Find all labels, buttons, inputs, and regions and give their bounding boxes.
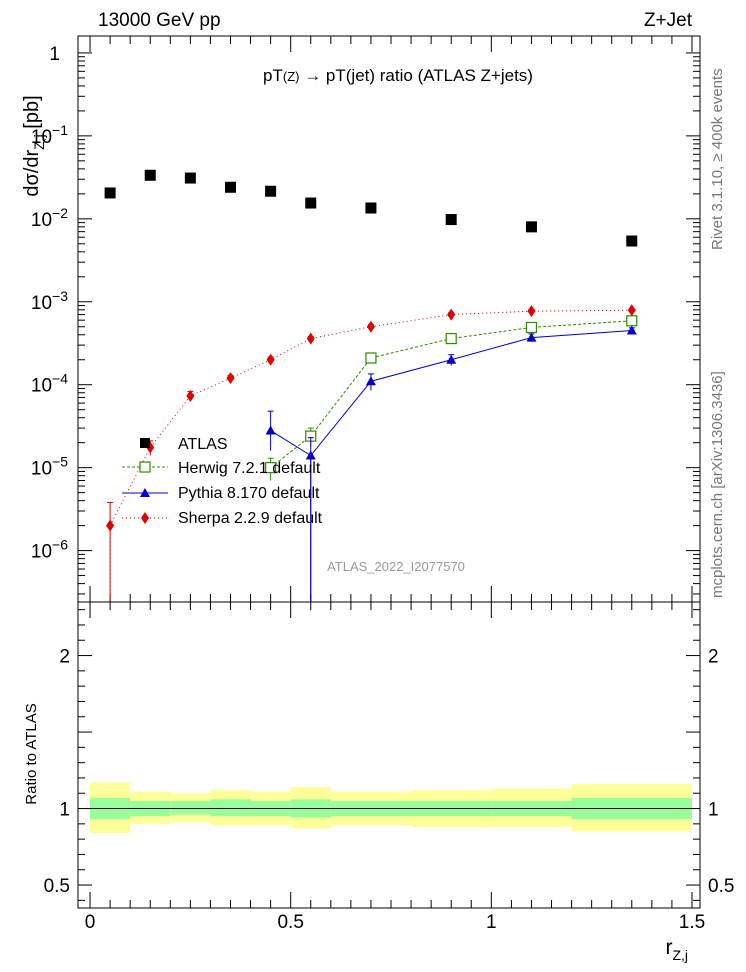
x-axis-label: rZ,j	[665, 936, 688, 963]
data-point	[265, 462, 277, 474]
main-y-tick-label: 10−2	[31, 205, 68, 231]
legend-label-pythia: Pythia 8.170 default	[178, 485, 320, 502]
series-sherpa	[106, 304, 636, 602]
rivet-label: Rivet 3.1.10, ≥ 400k events	[709, 68, 726, 250]
title-part-b: (Z)	[283, 69, 300, 84]
ylabel-main: dσ/dr	[21, 150, 43, 197]
atlas-data-point	[104, 187, 116, 199]
atlas-data-point	[184, 172, 196, 184]
atlas-data-point	[525, 221, 537, 233]
data-point	[447, 308, 456, 321]
data-point	[525, 321, 538, 334]
series-layer	[104, 169, 638, 602]
data-point	[527, 305, 536, 318]
data-point	[365, 376, 376, 386]
main-x-ticks	[89, 36, 693, 602]
x-tick-label: 0	[85, 912, 96, 933]
atlas-data-point	[445, 214, 457, 226]
data-point	[626, 315, 638, 327]
main-plot-frame	[77, 35, 701, 603]
series-herwig	[265, 315, 638, 481]
main-panel: 10−6 10−5 10−4 10−3 10−2 10−1 1 pT(Z) → pT(jet…	[21, 35, 701, 603]
ratio-plot-frame	[77, 601, 701, 909]
xlabel-main: r	[665, 936, 672, 959]
data-point	[366, 320, 375, 333]
main-y-tick-label: 10−6	[31, 537, 68, 563]
data-point	[265, 425, 276, 435]
data-point	[266, 353, 275, 366]
data-point	[305, 450, 316, 460]
series-line	[270, 330, 632, 457]
ylabel-unit: [pb]	[21, 95, 43, 134]
x-tick-label: 0.5	[277, 912, 303, 933]
ratio-inner-band	[210, 799, 251, 817]
analysis-watermark: ATLAS_2022_I2077570	[327, 559, 465, 574]
data-point	[365, 352, 377, 364]
ratio-y-axis-label: Ratio to ATLAS	[23, 703, 40, 804]
x-tick-label: 1.5	[679, 912, 705, 933]
energy-label: 13000 GeV pp	[98, 10, 221, 31]
ratio-y-tick-label-right: 2	[708, 647, 719, 668]
ratio-panel: 0 0.5 1 1.50.5 0.51 12 2 Ratio to ATLAS rZ,j	[23, 601, 734, 963]
legend-marker-atlas	[140, 438, 150, 448]
atlas-data-point	[265, 185, 277, 197]
main-y-ticks: 10−6 10−5 10−4 10−3 10−2 10−1 1	[31, 44, 700, 595]
data-point	[226, 372, 235, 385]
legend-label-atlas: ATLAS	[178, 436, 228, 453]
data-point	[526, 332, 537, 342]
legend-label-herwig: Herwig 7.2.1 default	[178, 460, 321, 477]
legend: ATLAS Herwig 7.2.1 default Pythia 8.170 …	[122, 436, 323, 527]
data-point	[306, 332, 315, 345]
ratio-ticks: 0 0.5 1 1.50.5 0.51 12 2	[44, 602, 734, 933]
atlas-data-point	[144, 169, 156, 181]
data-point	[626, 325, 637, 335]
atlas-data-point	[305, 197, 317, 209]
xlabel-sub: Z,j	[672, 947, 688, 963]
ratio-y-tick-label: 1	[59, 800, 70, 821]
main-y-tick-label: 10−4	[31, 371, 68, 397]
legend-marker-sherpa	[141, 512, 149, 524]
series-line	[270, 320, 632, 469]
ratio-inner-band	[170, 800, 211, 815]
legend-label-sherpa: Sherpa 2.2.9 default	[178, 510, 323, 527]
title-part-c: → pT(jet) ratio (ATLAS Z+jets)	[299, 66, 532, 85]
main-y-axis-label: dσ/drZ,j [pb]	[21, 95, 47, 196]
series-pythia	[265, 325, 637, 602]
title-part-a: pT	[263, 66, 283, 85]
ratio-y-tick-label-right: 1	[708, 800, 719, 821]
data-point	[446, 354, 457, 364]
ratio-y-tick-label-right: 0.5	[708, 876, 734, 897]
main-y-tick-label: 10−1	[31, 122, 68, 148]
mcplots-label: mcplots.cern.ch [arXiv:1306.3436]	[709, 371, 726, 598]
data-point	[627, 304, 636, 317]
data-point	[186, 390, 195, 403]
ylabel-sub: Z,j	[31, 134, 47, 150]
main-plot-title: pT(Z) → pT(jet) ratio (ATLAS Z+jets)	[263, 66, 533, 85]
process-label: Z+Jet	[644, 10, 693, 31]
legend-marker-pythia	[140, 488, 150, 497]
ratio-bands	[90, 782, 692, 834]
atlas-data-point	[224, 181, 236, 193]
main-y-tick-label: 1	[49, 44, 60, 65]
series-line	[109, 309, 632, 526]
ratio-y-tick-label: 2	[59, 647, 70, 668]
ratio-y-tick-label: 0.5	[44, 876, 70, 897]
x-tick-label: 1	[486, 912, 497, 933]
atlas-data-point	[626, 235, 638, 247]
main-y-tick-label: 10−5	[31, 454, 68, 480]
atlas-data-point	[365, 202, 377, 214]
main-y-tick-label: 10−3	[31, 288, 68, 314]
legend-marker-herwig	[139, 461, 151, 473]
data-point	[445, 332, 457, 345]
